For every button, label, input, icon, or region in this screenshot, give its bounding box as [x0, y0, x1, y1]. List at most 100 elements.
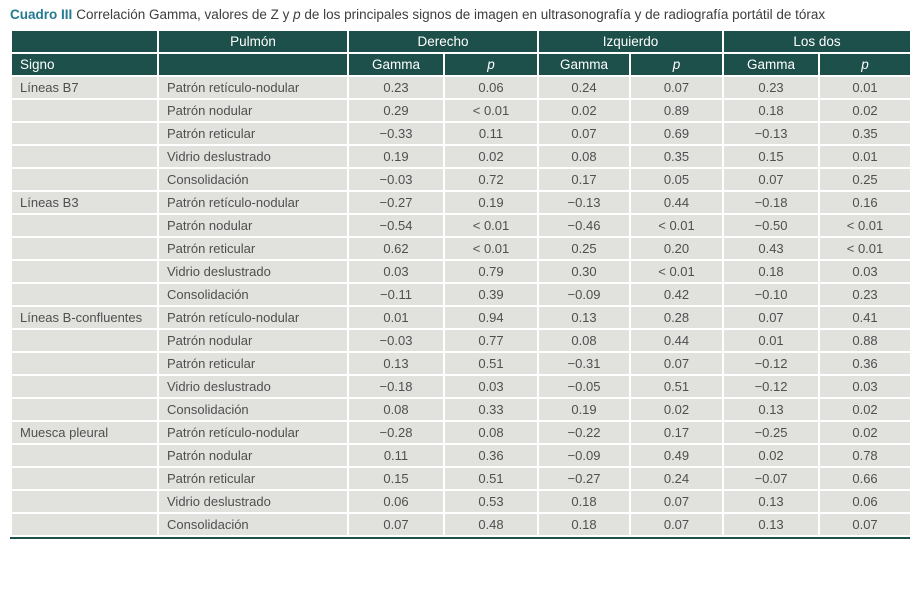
value-cell: 0.02: [818, 98, 913, 123]
pattern-cell: Patrón reticular: [157, 351, 349, 376]
value-cell: 0.69: [628, 121, 725, 146]
pattern-cell: Patrón reticular: [157, 121, 349, 146]
table-row: Patrón nodular −0.54 < 0.01 −0.46 < 0.01 −0.5…: [10, 213, 913, 238]
table-row: Vidrio deslustrado 0.06 0.53 0.18 0.07 0.13 0.…: [10, 489, 913, 514]
pattern-cell: Patrón nodular: [157, 328, 349, 353]
sign-group-cell: [10, 374, 159, 399]
table-row: Patrón reticular −0.33 0.11 0.07 0.69 −0.13 0.…: [10, 121, 913, 146]
table-row: Líneas B7 Patrón retículo-nodular 0.23 0.06…: [10, 75, 913, 100]
value-cell: 0.01: [818, 75, 913, 100]
value-cell: −0.28: [347, 420, 445, 445]
value-cell: 0.35: [628, 144, 725, 169]
sign-group-cell: [10, 167, 159, 192]
value-cell: 0.25: [818, 167, 913, 192]
value-cell: 0.07: [722, 305, 821, 330]
value-cell: 0.01: [347, 305, 445, 330]
page: Cuadro III Correlación Gamma, valores de …: [10, 7, 913, 539]
value-cell: 0.18: [722, 259, 821, 284]
sign-group-cell: [10, 512, 159, 537]
sign-group-cell: [10, 282, 159, 307]
value-cell: 0.02: [443, 144, 539, 169]
pattern-cell: Vidrio deslustrado: [157, 489, 349, 514]
value-cell: −0.27: [347, 190, 445, 215]
table-row: Consolidación 0.08 0.33 0.19 0.02 0.13 0.02: [10, 397, 913, 422]
value-cell: 0.02: [818, 397, 913, 422]
table-wrap: Pulmón Derecho Izquierdo Los dos Signo G…: [10, 29, 913, 539]
table-title-p-italic: p: [293, 7, 301, 22]
value-cell: 0.48: [443, 512, 539, 537]
value-cell: 0.44: [628, 190, 725, 215]
table-row: Líneas B-confluentes Patrón retículo-nodu…: [10, 305, 913, 330]
pattern-cell: Consolidación: [157, 282, 349, 307]
value-cell: −0.05: [537, 374, 631, 399]
header-cell-izquierdo: Izquierdo: [536, 29, 725, 54]
value-cell: −0.46: [537, 213, 631, 238]
value-cell: 0.51: [443, 466, 539, 491]
pattern-cell: Vidrio deslustrado: [157, 374, 349, 399]
header-cell-derecho: Derecho: [347, 29, 539, 54]
header-cell-p-derecho: p: [443, 52, 539, 77]
value-cell: 0.13: [722, 489, 821, 514]
header-cell-p-izquierdo: p: [628, 52, 725, 77]
sign-group-cell: Líneas B-confluentes: [10, 305, 159, 330]
value-cell: 0.51: [628, 374, 725, 399]
header-cell-gamma-izquierdo: Gamma: [537, 52, 631, 77]
value-cell: 0.07: [347, 512, 445, 537]
pattern-cell: Vidrio deslustrado: [157, 144, 349, 169]
pattern-cell: Patrón nodular: [157, 443, 349, 468]
value-cell: 0.18: [537, 512, 631, 537]
value-cell: 0.28: [628, 305, 725, 330]
value-cell: 0.03: [818, 259, 913, 284]
sign-group-cell: Líneas B3: [10, 190, 159, 215]
table-row: Patrón reticular 0.13 0.51 −0.31 0.07 −0.12 0.…: [10, 351, 913, 376]
table-row: Consolidación −0.11 0.39 −0.09 0.42 −0.10 0.23: [10, 282, 913, 307]
value-cell: 0.11: [443, 121, 539, 146]
value-cell: 0.20: [628, 236, 725, 261]
value-cell: −0.27: [537, 466, 631, 491]
value-cell: 0.08: [443, 420, 539, 445]
header-cell-gamma-los-dos: Gamma: [722, 52, 821, 77]
value-cell: 0.36: [818, 351, 913, 376]
value-cell: 0.23: [818, 282, 913, 307]
pattern-cell: Patrón retículo-nodular: [157, 75, 349, 100]
value-cell: 0.03: [347, 259, 445, 284]
value-cell: −0.09: [537, 443, 631, 468]
value-cell: < 0.01: [443, 98, 539, 123]
table-title-text-pre: Correlación Gamma, valores de Z y: [76, 7, 294, 22]
value-cell: 0.44: [628, 328, 725, 353]
value-cell: −0.33: [347, 121, 445, 146]
value-cell: 0.01: [818, 144, 913, 169]
value-cell: 0.77: [443, 328, 539, 353]
header-row-sub: Signo Gamma p Gamma p Gamma p: [10, 52, 913, 77]
table-row: Patrón nodular 0.11 0.36 −0.09 0.49 0.02 0.78: [10, 443, 913, 468]
value-cell: 0.13: [537, 305, 631, 330]
value-cell: 0.18: [537, 489, 631, 514]
value-cell: 0.02: [722, 443, 821, 468]
header-cell-empty: [10, 29, 159, 54]
value-cell: −0.31: [537, 351, 631, 376]
value-cell: 0.03: [818, 374, 913, 399]
sign-group-cell: [10, 489, 159, 514]
value-cell: 0.08: [347, 397, 445, 422]
value-cell: −0.03: [347, 167, 445, 192]
value-cell: 0.07: [818, 512, 913, 537]
header-cell-signo: Signo: [10, 52, 159, 77]
table-body: Líneas B7 Patrón retículo-nodular 0.23 0.06…: [10, 75, 913, 537]
table-row: Patrón reticular 0.62 < 0.01 0.25 0.20 0.43 < …: [10, 236, 913, 261]
value-cell: −0.25: [722, 420, 821, 445]
header-cell-p-los-dos: p: [818, 52, 913, 77]
sign-group-cell: Muesca pleural: [10, 420, 159, 445]
table-row: Vidrio deslustrado 0.03 0.79 0.30 < 0.01 0.18…: [10, 259, 913, 284]
value-cell: 0.53: [443, 489, 539, 514]
value-cell: 0.79: [443, 259, 539, 284]
value-cell: 0.23: [347, 75, 445, 100]
sign-group-cell: [10, 443, 159, 468]
sign-group-cell: [10, 121, 159, 146]
value-cell: −0.50: [722, 213, 821, 238]
value-cell: 0.03: [443, 374, 539, 399]
value-cell: −0.22: [537, 420, 631, 445]
sign-group-cell: [10, 328, 159, 353]
value-cell: 0.35: [818, 121, 913, 146]
value-cell: 0.19: [347, 144, 445, 169]
pattern-cell: Vidrio deslustrado: [157, 259, 349, 284]
